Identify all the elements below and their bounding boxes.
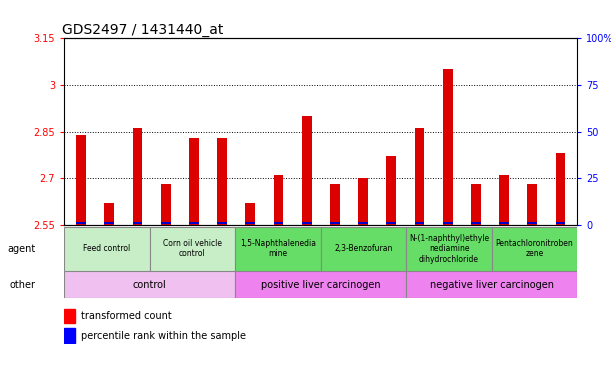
Bar <box>321 227 406 271</box>
Bar <box>414 222 425 224</box>
Text: other: other <box>10 280 35 290</box>
Bar <box>133 222 142 224</box>
Bar <box>330 222 340 224</box>
Bar <box>104 222 114 224</box>
Bar <box>274 175 284 225</box>
Bar <box>189 222 199 224</box>
Bar <box>499 175 509 225</box>
Bar <box>302 222 312 224</box>
Bar <box>64 227 150 271</box>
Text: 1,5-Naphthalenedia
mine: 1,5-Naphthalenedia mine <box>240 239 316 258</box>
Bar <box>235 271 406 298</box>
Text: 2,3-Benzofuran: 2,3-Benzofuran <box>334 244 393 253</box>
Bar <box>161 184 170 225</box>
Bar <box>499 222 509 224</box>
Text: control: control <box>133 280 167 290</box>
Text: GDS2497 / 1431440_at: GDS2497 / 1431440_at <box>62 23 223 37</box>
Bar <box>76 222 86 224</box>
Text: positive liver carcinogen: positive liver carcinogen <box>261 280 381 290</box>
Bar <box>386 222 396 224</box>
Bar <box>64 309 75 323</box>
Bar <box>302 116 312 225</box>
Bar <box>217 138 227 225</box>
Bar <box>246 222 255 224</box>
Bar <box>358 178 368 225</box>
Text: negative liver carcinogen: negative liver carcinogen <box>430 280 554 290</box>
Bar <box>76 135 86 225</box>
Bar <box>471 222 481 224</box>
Bar <box>235 227 321 271</box>
Bar <box>471 184 481 225</box>
Bar <box>527 184 537 225</box>
Bar <box>492 227 577 271</box>
Bar <box>189 138 199 225</box>
Bar <box>104 203 114 225</box>
Bar <box>406 271 577 298</box>
Bar <box>414 128 425 225</box>
Text: agent: agent <box>7 243 35 254</box>
Bar <box>217 222 227 224</box>
Bar <box>150 227 235 271</box>
Bar <box>386 156 396 225</box>
Text: Pentachloronitroben
zene: Pentachloronitroben zene <box>496 239 574 258</box>
Text: Corn oil vehicle
control: Corn oil vehicle control <box>163 239 222 258</box>
Bar <box>406 227 492 271</box>
Text: percentile rank within the sample: percentile rank within the sample <box>81 331 246 341</box>
Bar <box>246 203 255 225</box>
Bar <box>555 222 565 224</box>
Bar <box>555 153 565 225</box>
Bar <box>358 222 368 224</box>
Bar <box>527 222 537 224</box>
Text: Feed control: Feed control <box>83 244 131 253</box>
Text: N-(1-naphthyl)ethyle
nediamine
dihydrochloride: N-(1-naphthyl)ethyle nediamine dihydroch… <box>409 234 489 263</box>
Bar <box>330 184 340 225</box>
Text: transformed count: transformed count <box>81 311 172 321</box>
Bar <box>64 271 235 298</box>
Bar <box>443 70 453 225</box>
Bar <box>161 222 170 224</box>
Bar <box>64 328 75 343</box>
Bar <box>133 128 142 225</box>
Bar <box>274 222 284 224</box>
Bar <box>443 222 453 224</box>
